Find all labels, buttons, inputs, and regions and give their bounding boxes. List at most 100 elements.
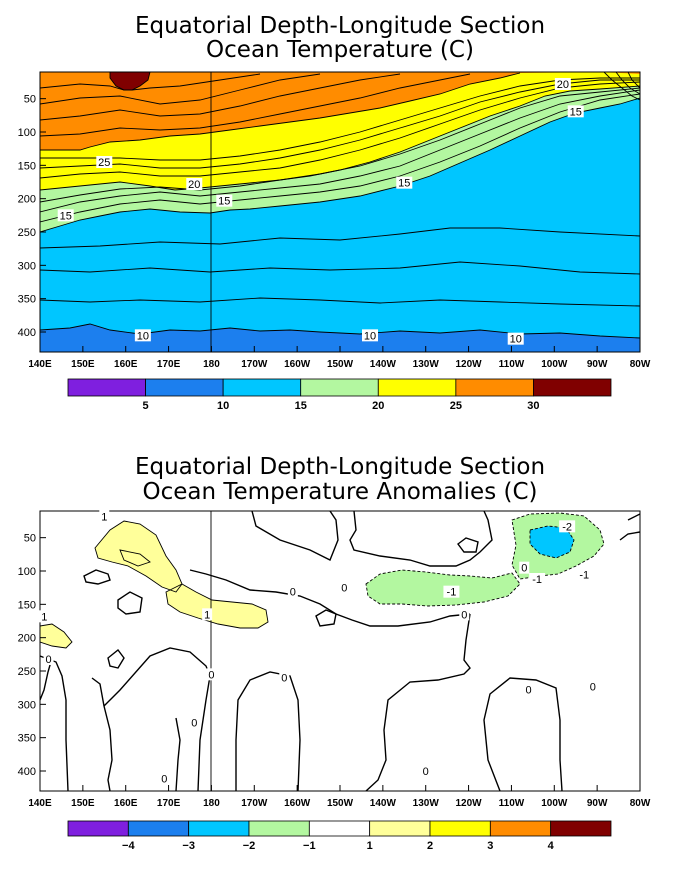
contour-label-bg	[96, 156, 113, 168]
colorbar-swatch	[248, 820, 310, 837]
temperature-axis-ticks: 140E 150E 160E 170E 180 170W 160W 150W 140W 130W 1…	[18, 94, 651, 370]
colorbar-swatch	[533, 378, 612, 397]
y-tick-label: 200	[18, 194, 36, 206]
contour-label: 15	[60, 210, 72, 222]
colorbar-label: 1	[367, 840, 373, 852]
colorbar-swatch	[127, 820, 190, 837]
contour-label-bg	[339, 581, 350, 594]
contour-label: 0	[161, 773, 167, 785]
x-tick-label: 140E	[28, 359, 52, 370]
contour-label-bg	[507, 332, 524, 345]
chart2-title: Equatorial Depth-Longitude Section	[134, 454, 546, 480]
x-tick-label: 130W	[413, 359, 440, 370]
y-tick-label: 150	[18, 599, 36, 611]
x-tick-label: 170E	[157, 798, 181, 809]
x-tick-label: 110W	[499, 798, 525, 809]
colorbar-swatch	[369, 820, 431, 837]
contour-label-bg	[576, 568, 593, 581]
contour-label-bg	[362, 329, 378, 342]
anomaly-contour-labels: 1 1 1 0 0 0 0 0 0 0 0 0 0 0 0 -1 -1 -1 -2	[39, 510, 598, 785]
x-tick-label: 100W	[541, 359, 568, 370]
colorbar-swatch	[429, 820, 491, 837]
colorbar-swatch	[300, 378, 379, 397]
colorbar-label: −2	[243, 840, 256, 852]
contour-label: 0	[423, 766, 429, 778]
contour-label: 10	[510, 334, 522, 346]
anomaly-pos1-patch-mid	[166, 584, 268, 628]
x-tick-label: 160W	[284, 798, 311, 809]
contour-label-bg	[186, 178, 203, 190]
contour-label-bg	[554, 78, 571, 90]
contour-label-bg	[567, 105, 584, 118]
x-tick-label: 110W	[499, 359, 525, 370]
x-tick-label: 140W	[370, 798, 397, 809]
contour-label: 0	[590, 681, 596, 693]
contour-label-bg	[189, 716, 200, 729]
contour-label: 0	[208, 669, 214, 681]
contour-label: 0	[46, 654, 52, 666]
contour-label: 15	[218, 196, 230, 208]
contour-label: 10	[364, 330, 376, 342]
contour-label: 0	[461, 609, 467, 621]
contour-label: 10	[137, 330, 149, 342]
anomaly-neg-contour-lines	[365, 512, 605, 607]
contour-label-bg	[443, 585, 460, 598]
chart1-subtitle: Ocean Temperature (C)	[206, 37, 474, 63]
contour-label-bg	[396, 176, 413, 189]
colorbar-label: 25	[450, 400, 462, 412]
x-tick-label: 160E	[114, 798, 138, 809]
anomaly-neg1-patch-mid	[366, 570, 520, 606]
contour-label: 0	[290, 587, 296, 599]
x-tick-label: 150E	[71, 798, 95, 809]
x-tick-label: 150W	[327, 798, 354, 809]
colorbar-label: 20	[372, 400, 384, 412]
x-tick-label: 100W	[541, 798, 568, 809]
anomaly-pos-contour-lines	[40, 520, 269, 649]
x-tick-label: 180	[203, 798, 220, 809]
anomaly-axis-ticks: 140E 150E 160E 170E 180 170W 160W 150W 140W 130W 1…	[18, 533, 651, 809]
colorbar-swatch	[377, 378, 457, 397]
y-tick-label: 50	[24, 533, 36, 545]
colorbar-label: 10	[217, 400, 229, 412]
contour-label-bg	[43, 653, 54, 665]
x-tick-label: 90W	[587, 359, 608, 370]
colorbar-swatch	[67, 378, 146, 397]
contour-label-bg	[523, 683, 534, 696]
contour-label: 0	[281, 673, 287, 685]
x-tick-label: 150W	[327, 359, 354, 370]
contour-label: 0	[526, 685, 532, 697]
colorbar-label: −4	[122, 840, 135, 852]
contour-label-bg	[420, 765, 431, 777]
y-tick-label: 300	[18, 260, 36, 272]
contour-label-bg	[519, 561, 530, 574]
temperature-plot-area	[40, 72, 640, 352]
x-tick-label: 140E	[28, 798, 52, 809]
y-tick-label: 300	[18, 699, 36, 711]
contour-label: 1	[204, 609, 210, 621]
contour-label: 20	[557, 79, 569, 91]
colorbar-label: 30	[527, 400, 539, 412]
x-tick-label: 150E	[71, 359, 95, 370]
contour-label-bg	[57, 209, 74, 222]
colorbar-swatch	[550, 820, 612, 837]
contour-label: 1	[41, 611, 47, 623]
anomaly-pos1-patch-west	[95, 521, 182, 592]
x-tick-label: 180	[203, 359, 220, 370]
contour-label: -1	[447, 587, 457, 599]
anomaly-pos1-patch-edge	[40, 624, 72, 648]
anomaly-colorbar: −4 −3 −2 −1 1 2 3 4	[67, 820, 612, 852]
y-tick-label: 200	[18, 633, 36, 645]
y-tick-label: 250	[18, 666, 36, 678]
y-tick-label: 50	[24, 94, 36, 106]
y-tick-label: 250	[18, 227, 36, 239]
colorbar-label: 2	[427, 840, 433, 852]
y-tick-label: 400	[18, 327, 36, 339]
colorbar-swatch	[308, 820, 371, 837]
chart2-subtitle: Ocean Temperature Anomalies (C)	[142, 479, 538, 505]
colorbar-label: −3	[182, 840, 195, 852]
x-tick-label: 170W	[241, 798, 268, 809]
y-tick-label: 100	[18, 566, 36, 578]
contour-label: 0	[521, 563, 527, 575]
contour-label: -1	[532, 574, 542, 586]
contour-label-bg	[159, 772, 170, 785]
